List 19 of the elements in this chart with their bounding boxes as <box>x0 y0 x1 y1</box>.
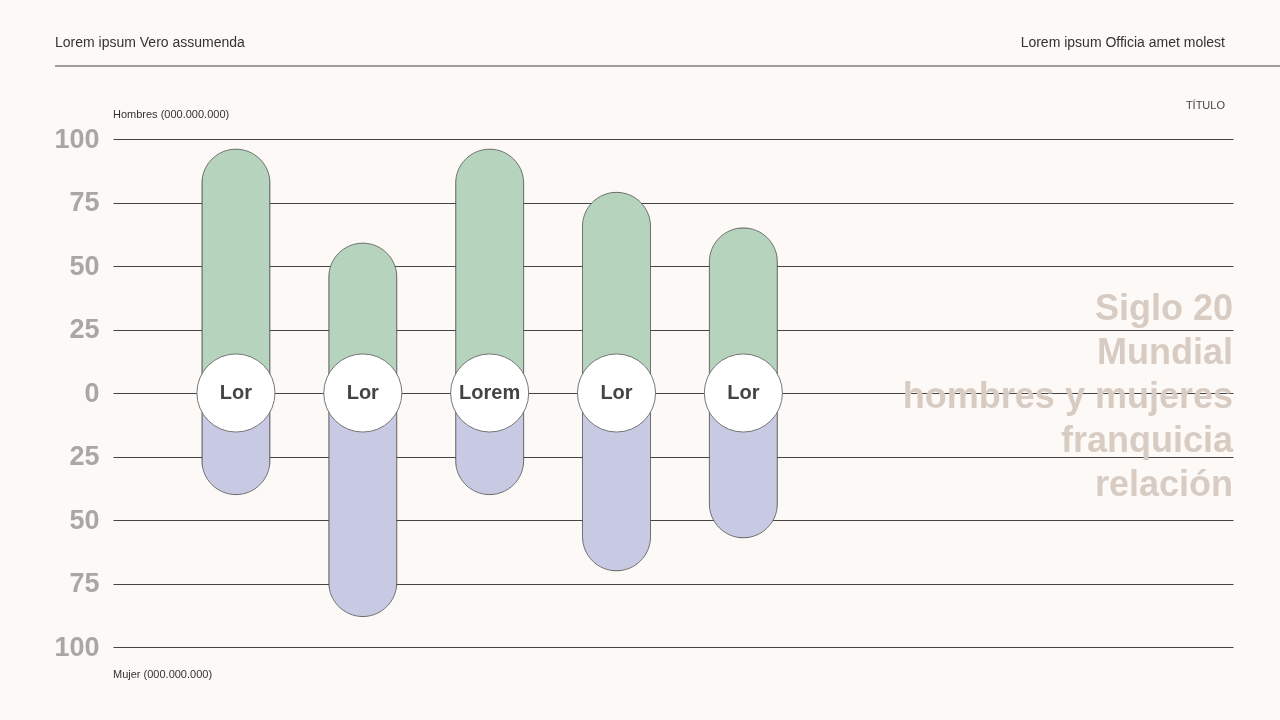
text: Lorem ipsum Officia amet molest <box>1020 34 1226 50</box>
text: TÍTULO <box>1185 99 1226 111</box>
x-tick-label: Lorem <box>459 381 521 403</box>
y-tick-label: 50 <box>69 250 100 281</box>
y-tick-label: 75 <box>69 187 100 217</box>
text: Lorem ipsum Vero assumenda <box>55 34 246 50</box>
x-tick-label: Lor <box>346 381 380 403</box>
y-tick-label: 25 <box>69 441 100 471</box>
y-tick-label: 100 <box>54 631 100 662</box>
x-tick-label: Lor <box>219 381 253 403</box>
x-tick-label: Lor <box>727 381 760 403</box>
y-tick-label: 100 <box>54 123 100 154</box>
y-tick-label: 0 <box>84 377 100 408</box>
y-tick-label: 50 <box>69 504 100 535</box>
text: Mujer (000.000.000) <box>113 668 213 680</box>
y-tick-label: 25 <box>69 314 100 344</box>
y-tick-label: 75 <box>69 568 100 598</box>
y-axis-title: Hombres (000.000.000) <box>113 108 230 120</box>
x-tick-label: Lor <box>600 381 633 403</box>
